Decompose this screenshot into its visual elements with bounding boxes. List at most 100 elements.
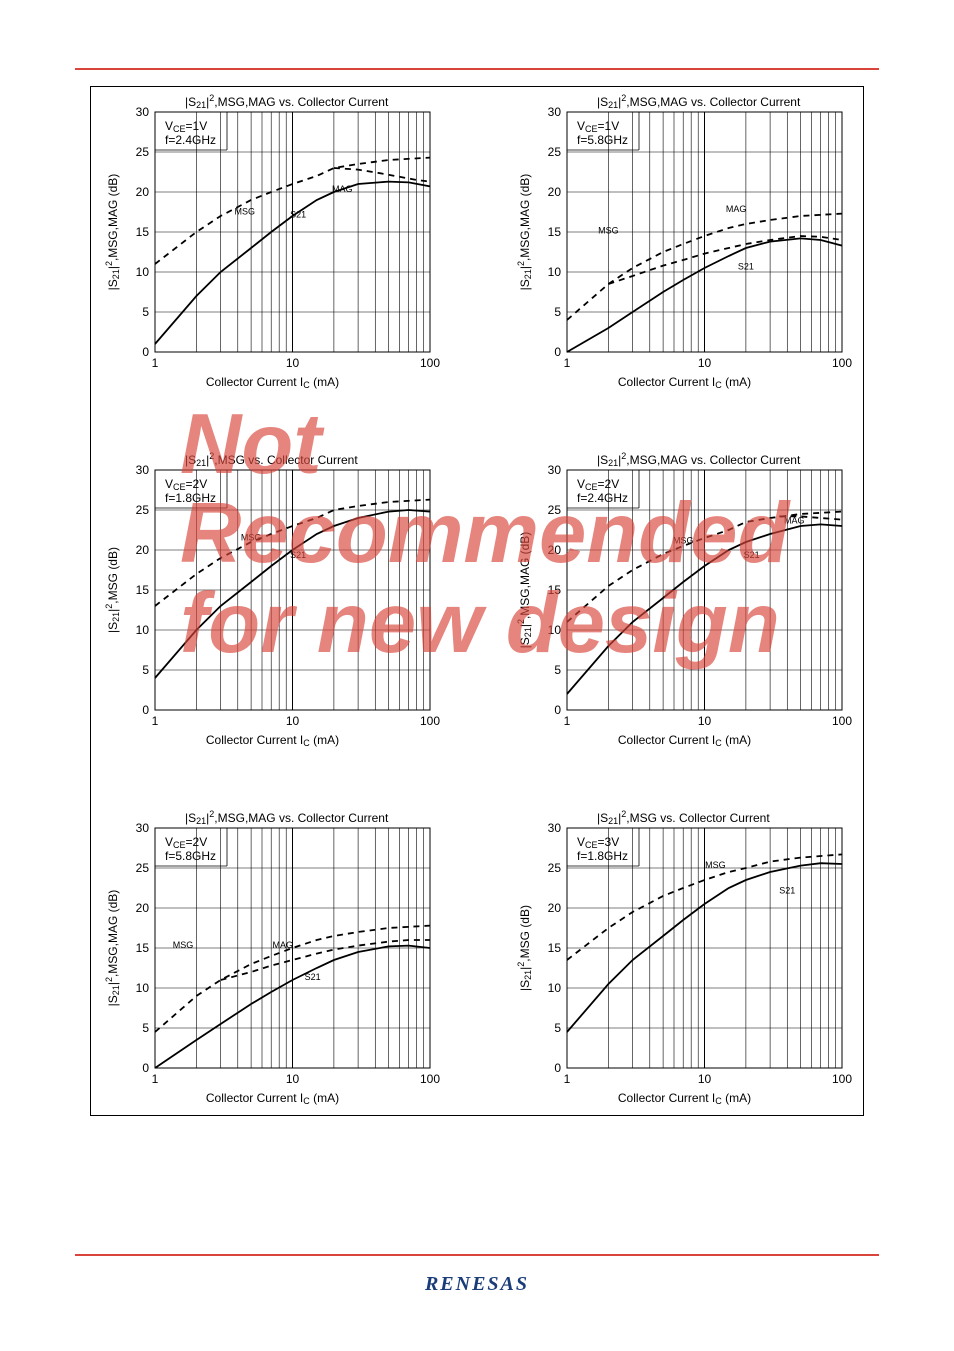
svg-text:20: 20 (136, 543, 150, 557)
svg-text:20: 20 (547, 185, 561, 199)
svg-text:25: 25 (136, 861, 150, 875)
svg-text:10: 10 (136, 623, 150, 637)
svg-text:S21: S21 (737, 262, 753, 272)
svg-text:10: 10 (547, 265, 561, 279)
svg-text:10: 10 (286, 1072, 300, 1086)
svg-text:MSG: MSG (241, 532, 262, 542)
svg-text:15: 15 (136, 225, 150, 239)
svg-text:10: 10 (286, 356, 300, 370)
chart-c6: |S21|2,MSG vs. Collector Current 0 5 10 15 20… (512, 808, 852, 1108)
svg-text:10: 10 (136, 981, 150, 995)
svg-text:Collector Current IC (mA): Collector Current IC (mA) (206, 375, 339, 390)
svg-text:30: 30 (136, 105, 150, 119)
svg-text:5: 5 (554, 663, 561, 677)
svg-text:MSG: MSG (598, 226, 619, 236)
svg-text:25: 25 (547, 503, 561, 517)
top-rule (75, 68, 879, 70)
svg-text:Collector Current IC (mA): Collector Current IC (mA) (617, 733, 750, 748)
svg-text:VCE=3V: VCE=3V (577, 835, 619, 850)
svg-text:0: 0 (142, 1061, 149, 1075)
svg-text:5: 5 (554, 1021, 561, 1035)
svg-text:|S21|2,MSG,MAG vs. Collector C: |S21|2,MSG,MAG vs. Collector Current (185, 809, 389, 826)
svg-text:f=5.8GHz: f=5.8GHz (165, 849, 216, 863)
svg-text:Collector Current IC (mA): Collector Current IC (mA) (617, 1091, 750, 1106)
svg-text:MSG: MSG (235, 206, 256, 216)
svg-text:1: 1 (563, 714, 570, 728)
svg-text:|S21|2,MSG,MAG (dB): |S21|2,MSG,MAG (dB) (516, 532, 533, 649)
chart-c4: |S21|2,MSG,MAG vs. Collector Current 0 5 10… (512, 450, 852, 750)
svg-text:15: 15 (547, 583, 561, 597)
svg-text:20: 20 (136, 901, 150, 915)
svg-text:0: 0 (554, 1061, 561, 1075)
svg-text:0: 0 (554, 703, 561, 717)
svg-text:|S21|2,MSG vs. Collector Curre: |S21|2,MSG vs. Collector Current (597, 809, 770, 826)
svg-text:|S21|2,MSG,MAG (dB): |S21|2,MSG,MAG (dB) (104, 174, 121, 291)
svg-text:1: 1 (152, 1072, 159, 1086)
svg-text:100: 100 (831, 1072, 851, 1086)
svg-text:MSG: MSG (173, 940, 194, 950)
svg-text:25: 25 (136, 503, 150, 517)
chart-c3: |S21|2,MSG vs. Collector Current05101520… (100, 450, 440, 750)
svg-text:100: 100 (831, 356, 851, 370)
svg-text:15: 15 (136, 941, 150, 955)
svg-text:15: 15 (547, 225, 561, 239)
svg-text:100: 100 (420, 1072, 440, 1086)
svg-text:Collector Current IC (mA): Collector Current IC (mA) (617, 375, 750, 390)
svg-text:VCE=1V: VCE=1V (577, 119, 619, 134)
svg-text:0: 0 (142, 703, 149, 717)
svg-text:20: 20 (547, 543, 561, 557)
svg-text:10: 10 (697, 714, 711, 728)
chart-grid: |S21|2,MSG,MAG vs. Collector Current0510… (100, 92, 855, 1108)
svg-text:VCE=2V: VCE=2V (577, 477, 619, 492)
svg-text:Collector Current IC (mA): Collector Current IC (mA) (206, 733, 339, 748)
svg-text:15: 15 (547, 941, 561, 955)
svg-text:25: 25 (136, 145, 150, 159)
svg-text:MAG: MAG (784, 516, 805, 526)
svg-text:|S21|2,MSG (dB): |S21|2,MSG (dB) (104, 547, 121, 633)
svg-text:20: 20 (136, 185, 150, 199)
svg-text:20: 20 (547, 901, 561, 915)
svg-text:MSG: MSG (672, 536, 693, 546)
renesas-logo: RENESAS (425, 1273, 529, 1296)
svg-text:VCE=1V: VCE=1V (165, 119, 207, 134)
svg-text:25: 25 (547, 145, 561, 159)
svg-text:10: 10 (697, 1072, 711, 1086)
svg-text:30: 30 (547, 105, 561, 119)
svg-text:|S21|2,MSG (dB): |S21|2,MSG (dB) (516, 905, 533, 991)
svg-text:100: 100 (831, 714, 851, 728)
svg-text:f=5.8GHz: f=5.8GHz (577, 133, 628, 147)
chart-c2: |S21|2,MSG,MAG vs. Collector Current0510… (512, 92, 852, 392)
svg-text:S21: S21 (290, 210, 306, 220)
svg-text:1: 1 (152, 714, 159, 728)
svg-text:10: 10 (547, 623, 561, 637)
svg-text:f=1.8GHz: f=1.8GHz (577, 849, 628, 863)
svg-text:S21: S21 (290, 550, 306, 560)
svg-text:1: 1 (152, 356, 159, 370)
svg-text:25: 25 (547, 861, 561, 875)
svg-text:f=1.8GHz: f=1.8GHz (165, 491, 216, 505)
chart-c5: |S21|2,MSG,MAG vs. Collector Current 0 5 10… (100, 808, 440, 1108)
svg-text:0: 0 (142, 345, 149, 359)
svg-text:VCE=2V: VCE=2V (165, 477, 207, 492)
svg-text:|S21|2,MSG vs. Collector Curre: |S21|2,MSG vs. Collector Current (185, 451, 358, 468)
svg-text:MSG: MSG (705, 860, 726, 870)
svg-text:f=2.4GHz: f=2.4GHz (577, 491, 628, 505)
svg-text:MAG: MAG (273, 940, 294, 950)
svg-text:0: 0 (554, 345, 561, 359)
svg-text:S21: S21 (779, 886, 795, 896)
svg-text:Collector Current IC (mA): Collector Current IC (mA) (206, 1091, 339, 1106)
svg-text:30: 30 (547, 463, 561, 477)
svg-text:5: 5 (142, 663, 149, 677)
svg-text:S21: S21 (305, 972, 321, 982)
svg-text:10: 10 (697, 356, 711, 370)
svg-text:100: 100 (420, 356, 440, 370)
svg-text:|S21|2,MSG,MAG vs. Collector C: |S21|2,MSG,MAG vs. Collector Current (597, 93, 801, 110)
svg-text:10: 10 (286, 714, 300, 728)
svg-text:10: 10 (547, 981, 561, 995)
svg-text:5: 5 (142, 1021, 149, 1035)
svg-text:f=2.4GHz: f=2.4GHz (165, 133, 216, 147)
svg-text:|S21|2,MSG,MAG vs. Collector C: |S21|2,MSG,MAG vs. Collector Current (597, 451, 801, 468)
bottom-rule (75, 1254, 879, 1256)
svg-text:1: 1 (563, 356, 570, 370)
svg-text:|S21|2,MSG,MAG vs. Collector C: |S21|2,MSG,MAG vs. Collector Current (185, 93, 389, 110)
